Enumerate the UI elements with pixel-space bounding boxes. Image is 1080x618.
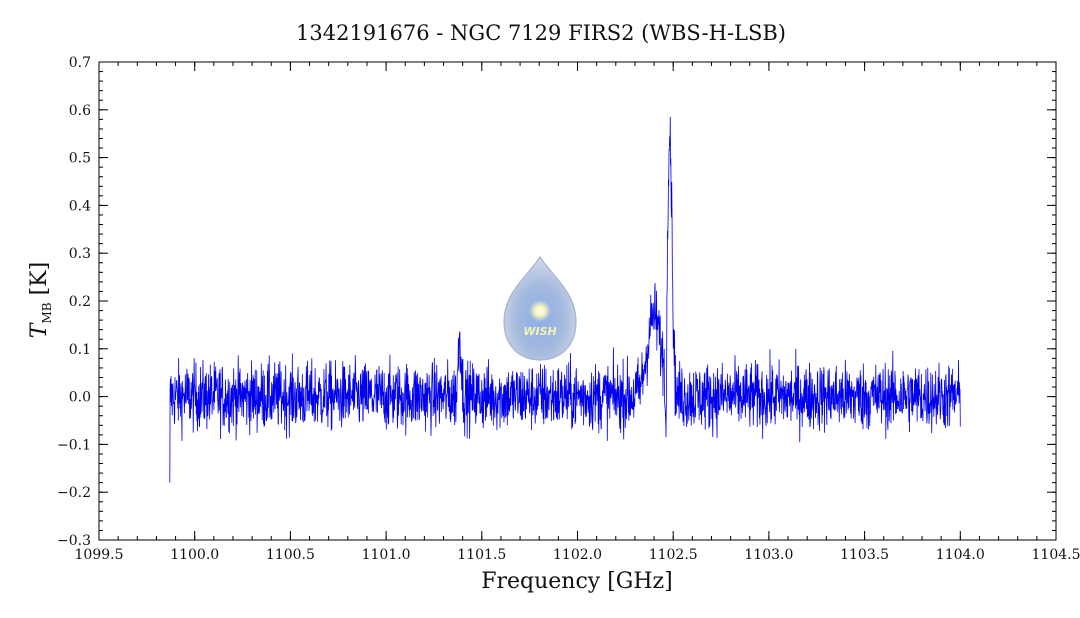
y-tick-label: 0.2 <box>69 294 91 310</box>
x-tick-label: 1102.5 <box>649 547 698 563</box>
y-axis: −0.3 −0.2 −0.1 0.0 0.1 0.2 0.3 0.4 0.5 0.6 0.7 <box>57 55 1056 549</box>
y-axis-subscript: MB <box>40 302 54 323</box>
x-axis: 1099.5 1100.0 1100.5 1101.0 1101.5 1102.0 1102… <box>75 62 1080 563</box>
y-tick-label: 0.3 <box>69 246 91 262</box>
logo-glow <box>529 300 551 322</box>
y-axis-symbol: T <box>27 321 52 338</box>
y-tick-label: −0.3 <box>57 533 91 549</box>
logo-text: WISH <box>523 325 556 338</box>
x-tick-label: 1101.5 <box>457 547 506 563</box>
chart-title: 1342191676 - NGC 7129 FIRS2 (WBS-H-LSB) <box>296 21 786 45</box>
svg-text:TMB [K]: TMB [K] <box>27 262 54 338</box>
x-tick-label: 1101.0 <box>362 547 411 563</box>
x-axis-label: Frequency [GHz] <box>481 569 673 594</box>
y-tick-label: 0.6 <box>69 103 91 119</box>
y-tick-label: 0.0 <box>69 390 91 406</box>
y-tick-label: 0.5 <box>69 151 91 167</box>
x-tick-label: 1100.5 <box>266 547 315 563</box>
x-tick-label: 1103.0 <box>744 547 793 563</box>
x-tick-label: 1102.0 <box>553 547 602 563</box>
y-tick-label: 0.7 <box>69 55 91 71</box>
x-tick-label: 1104.0 <box>936 547 985 563</box>
x-tick-label: 1103.5 <box>840 547 889 563</box>
y-tick-label: 0.1 <box>69 342 91 358</box>
x-tick-label: 1099.5 <box>75 547 124 563</box>
y-axis-unit: [K] <box>27 262 52 296</box>
plot-frame <box>98 61 1057 541</box>
x-tick-label: 1100.0 <box>170 547 219 563</box>
wish-logo: WISH <box>503 255 577 361</box>
y-tick-label: 0.4 <box>69 198 91 214</box>
spectrum-line <box>169 116 961 483</box>
y-axis-label: TMB [K] <box>27 262 54 338</box>
y-tick-label: −0.1 <box>57 437 91 453</box>
spectrum-series <box>169 116 961 483</box>
y-tick-label: −0.2 <box>57 485 91 501</box>
x-tick-label: 1104.5 <box>1032 547 1080 563</box>
